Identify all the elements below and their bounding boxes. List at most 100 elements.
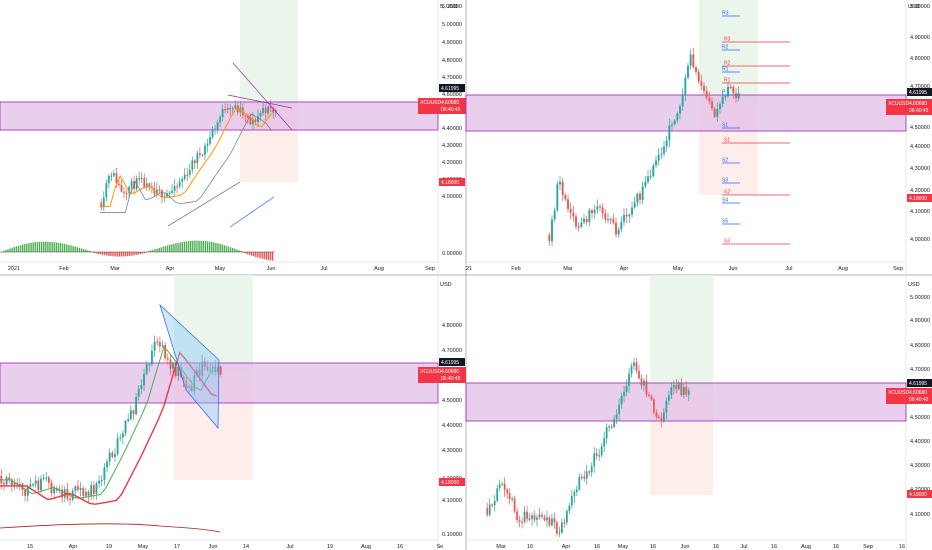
candle-body [543, 516, 546, 521]
candle-body [623, 391, 625, 396]
histogram-bar [131, 252, 133, 256]
y-tick-label: 4.80000 [910, 343, 930, 349]
candle-body [264, 108, 267, 114]
stop-price-tag [439, 478, 465, 486]
histogram-bar [255, 252, 257, 257]
y-tick-label: 4.90000 [910, 35, 930, 41]
current-price: 4.60680 [909, 101, 927, 107]
symbol-price-tag [886, 388, 932, 404]
histogram-bar [118, 252, 120, 257]
last-price-tag [439, 84, 465, 92]
oscillator-histogram [1, 240, 274, 261]
bar-countdown: 06:40:45 [441, 107, 461, 113]
candle-body [158, 342, 161, 347]
currency-label: USD [440, 282, 452, 288]
x-tick-label: 21 [466, 266, 472, 272]
candle-body [98, 480, 101, 484]
x-tick-label: Sep [863, 544, 873, 550]
candle-body [269, 106, 272, 109]
last-price-value: 4.61995 [441, 86, 459, 92]
y-tick-label: 4.50000 [442, 398, 462, 404]
candle-body [585, 471, 588, 479]
candle-body [186, 174, 189, 176]
histogram-bar [145, 252, 148, 253]
moving-average-fast [100, 107, 273, 207]
candle-body [267, 106, 270, 114]
x-tick-label: Mar [563, 266, 573, 272]
x-tick-label: Apr [69, 544, 78, 550]
candle-body [488, 504, 491, 515]
y-tick-label: 4.70000 [910, 84, 930, 90]
histogram-bar [177, 242, 179, 252]
histogram-bar [227, 246, 230, 252]
candle-body [604, 213, 607, 220]
y-tick-label: 5.00000 [910, 295, 930, 301]
pivot-label-blue: S4 [722, 198, 728, 204]
candle-body [177, 366, 180, 376]
y-tick-label: 4.50000 [910, 415, 930, 421]
current-price: 4.60680 [441, 100, 459, 106]
candle-body [138, 178, 141, 180]
candle-body [203, 361, 206, 367]
candle-body [695, 67, 697, 72]
y-tick-label: 0.00000 [442, 251, 462, 257]
candle-body [700, 81, 703, 86]
x-tick-label: 16 [594, 544, 600, 550]
candle-body [224, 108, 227, 111]
candle-body [214, 366, 217, 373]
candle-body [182, 376, 185, 382]
candle-body [513, 498, 516, 512]
histogram-bar [248, 252, 251, 255]
histogram-bar [181, 241, 183, 252]
candle-body [229, 108, 232, 110]
candle-body [548, 234, 551, 242]
candle-body [603, 438, 606, 447]
candle-body [615, 222, 617, 235]
candle-body [645, 380, 648, 395]
histogram-bar [28, 243, 30, 252]
candle-body [667, 395, 670, 401]
histogram-bar [70, 245, 72, 252]
last-price-tag [439, 358, 465, 366]
candle-body [703, 85, 705, 92]
currency-label: USD [908, 282, 920, 288]
candle-body [679, 106, 681, 114]
y-tick-label: 4.40000 [910, 144, 930, 150]
candle-body [609, 218, 612, 221]
candle-body [536, 517, 538, 520]
candle-body [675, 385, 678, 390]
histogram-bar [76, 247, 78, 252]
candle-body [161, 190, 163, 198]
candle-body [647, 176, 649, 183]
x-tick-label: Aug [801, 544, 811, 550]
histogram-bar [95, 252, 97, 254]
candle-body [498, 484, 501, 489]
candle-body [185, 381, 188, 388]
candle-body [575, 216, 577, 227]
candle-body [252, 119, 254, 125]
histogram-bar [183, 241, 186, 252]
x-tick-label: 16 [713, 544, 719, 550]
y-tick-label: 4.40000 [442, 126, 462, 132]
candle-body [561, 181, 564, 196]
candle-body [206, 143, 209, 146]
candle-body [130, 181, 133, 187]
candle-body [113, 173, 115, 176]
histogram-bar [78, 247, 81, 252]
candle-body [164, 345, 167, 359]
candle-body [668, 125, 671, 141]
y-tick-label: 4.00000 [442, 194, 462, 200]
y-tick-label: 5.00000 [442, 22, 462, 28]
histogram-bar [22, 244, 24, 252]
stop-price-tag [439, 178, 465, 186]
candle-body [620, 221, 623, 230]
candle-body [156, 341, 159, 343]
histogram-bar [154, 249, 156, 252]
histogram-bar [141, 252, 144, 254]
candle-body [226, 108, 229, 110]
candle-body [124, 420, 127, 434]
candle-body [47, 477, 50, 483]
x-tick-label: Jun [267, 266, 276, 272]
current-price: 4.60680 [909, 390, 927, 396]
